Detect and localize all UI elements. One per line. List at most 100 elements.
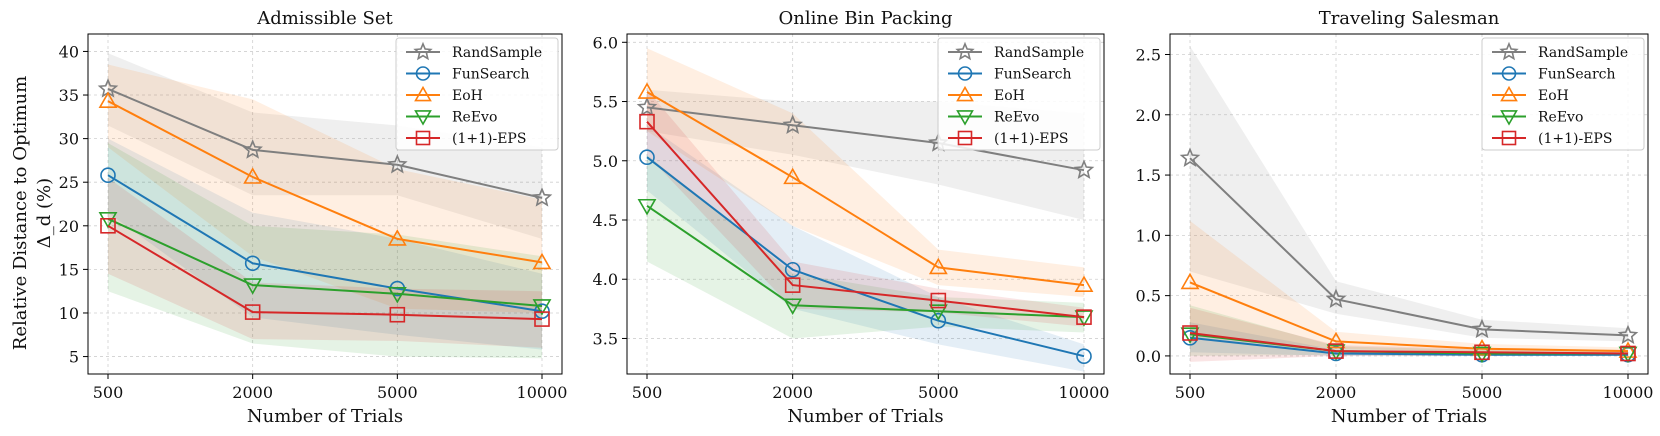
data-point <box>1179 147 1201 167</box>
data-point <box>1180 272 1200 290</box>
y-tick-label: 6.0 <box>593 33 618 52</box>
legend-marker <box>413 41 433 61</box>
x-tick-label: 500 <box>632 383 663 402</box>
data-point <box>531 187 553 207</box>
x-tick-label: 2000 <box>1316 383 1357 402</box>
legend-box <box>937 37 1101 151</box>
x-tick-label: 2000 <box>232 383 273 402</box>
data-point <box>1328 343 1344 359</box>
data-point <box>928 257 948 275</box>
data-point <box>243 278 263 295</box>
data-point <box>930 292 947 309</box>
legend: RandSample FunSearch EoH ReEvo (1+1)-EPS <box>395 37 559 151</box>
chart-panel-1: 5 10 15 20 25 30 35 40 500 2000 5000 10000 Admissibl… <box>59 8 568 427</box>
data-point <box>784 261 801 278</box>
plot-frame <box>626 33 1105 375</box>
legend-marker <box>415 130 431 146</box>
chart-title: Traveling Salesman <box>1319 8 1500 29</box>
data-point <box>244 255 261 272</box>
confidence-band <box>108 64 542 313</box>
data-point <box>783 298 803 315</box>
x-axis-label: Number of Trials <box>1331 406 1487 427</box>
chart-title: Admissible Set <box>256 8 393 29</box>
series-line <box>646 121 1085 319</box>
confidence-band <box>647 154 1084 339</box>
y-tick-label: 15 <box>59 260 79 279</box>
legend-box <box>1481 37 1645 151</box>
confidence-band <box>647 48 1084 298</box>
y-tick-label: 2.0 <box>1136 106 1161 125</box>
x-axis-label: Number of Trials <box>247 406 403 427</box>
x-tick-label: 500 <box>1175 383 1206 402</box>
data-point <box>534 311 550 327</box>
legend-label: (1+1)-EPS <box>452 131 526 147</box>
legend-marker <box>1501 66 1517 81</box>
data-point <box>100 167 116 184</box>
data-point <box>930 312 947 329</box>
data-point <box>98 211 118 229</box>
data-point <box>636 96 658 117</box>
data-point <box>782 114 803 134</box>
y-tick-label: 2.5 <box>1136 45 1161 64</box>
legend-marker <box>415 66 431 81</box>
data-point <box>387 229 407 246</box>
y-tick-label: 1.0 <box>1136 226 1161 245</box>
data-point <box>1618 341 1638 358</box>
series-line <box>1189 281 1629 353</box>
y-axis-label-line1: Relative Distance to Optimum <box>10 76 31 350</box>
y-tick-label: 5 <box>69 348 79 367</box>
y-axis-label: Relative Distance to Optimum Δ_d (%) <box>10 76 55 350</box>
legend-marker <box>1500 85 1518 102</box>
legend-label: RandSample <box>452 45 542 61</box>
x-tick-label: 2000 <box>772 383 813 402</box>
series-line <box>107 224 543 321</box>
series-line <box>646 91 1085 287</box>
y-tick-label: 5.5 <box>593 93 618 112</box>
data-point <box>1617 324 1639 345</box>
x-tick-label: 500 <box>93 383 124 402</box>
confidence-band <box>1190 305 1628 356</box>
x-tick-label: 10000 <box>1059 383 1110 402</box>
data-point <box>100 217 116 234</box>
legend-label: EoH <box>452 88 483 104</box>
data-point <box>637 82 657 99</box>
legend-label: (1+1)-EPS <box>1538 131 1612 147</box>
y-tick-label: 40 <box>59 42 79 61</box>
x-tick-label: 10000 <box>517 383 568 402</box>
series-line <box>646 156 1085 358</box>
legend-marker <box>955 41 975 61</box>
data-point <box>1076 348 1092 365</box>
x-tick-label: 10000 <box>1603 383 1654 402</box>
data-point <box>1471 318 1493 339</box>
y-tick-label: 35 <box>59 86 79 105</box>
legend-label: ReEvo <box>452 110 497 126</box>
plot-frame <box>87 33 563 375</box>
legend-marker <box>1499 41 1519 61</box>
x-tick-label: 5000 <box>377 383 418 402</box>
series-line <box>646 106 1085 172</box>
series-line <box>646 204 1085 319</box>
chart-panel-2: 3.5 4.0 4.5 5.0 5.5 6.0 500 2000 5000 10000 Online… <box>593 8 1110 427</box>
data-point <box>1180 327 1200 344</box>
x-tick-label: 5000 <box>918 383 959 402</box>
data-point <box>639 113 655 130</box>
chart-panel-3: 0.0 0.5 1.0 1.5 2.0 2.5 500 2000 5000 10000 Travel… <box>1136 8 1654 427</box>
chart-title: Online Bin Packing <box>778 8 952 29</box>
legend-label: ReEvo <box>1538 110 1583 126</box>
legend-box <box>395 37 559 151</box>
chart-panels: 5 10 15 20 25 30 35 40 500 2000 5000 10000 Admissibl… <box>59 8 1654 427</box>
confidence-band <box>1190 46 1628 342</box>
y-tick-label: 10 <box>59 304 79 323</box>
series-line <box>1189 157 1629 337</box>
legend-marker <box>414 85 432 102</box>
y-tick-label: 0.5 <box>1136 287 1161 306</box>
legend: RandSample FunSearch EoH ReEvo (1+1)-EPS <box>1481 37 1645 151</box>
data-point <box>1472 346 1492 364</box>
legend-marker <box>956 110 974 126</box>
series-line <box>107 217 543 307</box>
legend-label: FunSearch <box>1538 67 1616 83</box>
data-point <box>784 277 801 293</box>
data-point <box>1074 275 1094 292</box>
confidence-band <box>108 143 542 359</box>
